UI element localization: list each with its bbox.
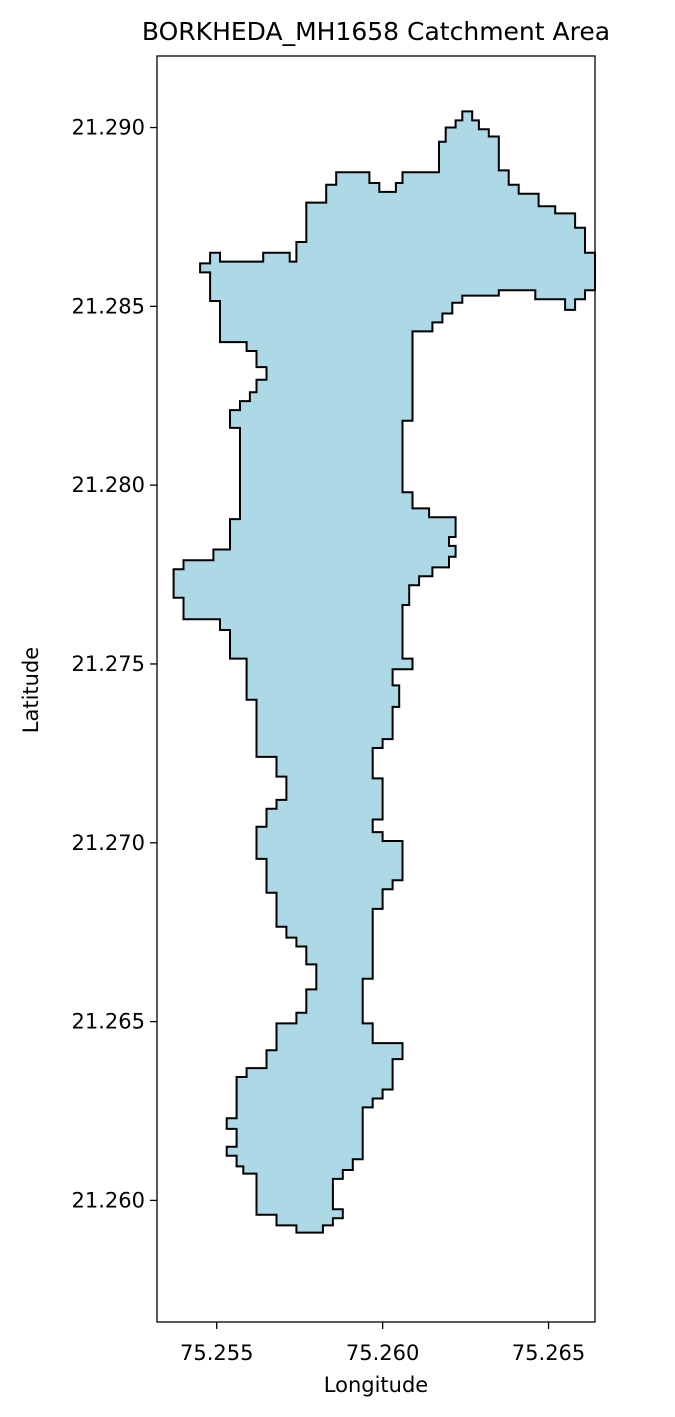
y-tick-label: 21.285 [72,294,145,318]
y-tick-label: 21.280 [72,473,145,497]
y-axis-label: Latitude [19,647,43,733]
y-tick-label: 21.265 [72,1010,145,1034]
y-tick-label: 21.270 [72,831,145,855]
x-tick-label: 75.265 [512,1341,585,1365]
y-tick-label: 21.275 [72,652,145,676]
catchment-polygon [172,110,596,1234]
x-axis-label: Longitude [324,1373,428,1397]
y-tick-label: 21.260 [72,1188,145,1212]
plot-frame [156,55,596,1323]
x-tick-label: 75.260 [346,1341,419,1365]
y-tick-label: 21.290 [72,116,145,140]
x-tick-label: 75.255 [180,1341,253,1365]
chart-title: BORKHEDA_MH1658 Catchment Area [142,17,610,46]
